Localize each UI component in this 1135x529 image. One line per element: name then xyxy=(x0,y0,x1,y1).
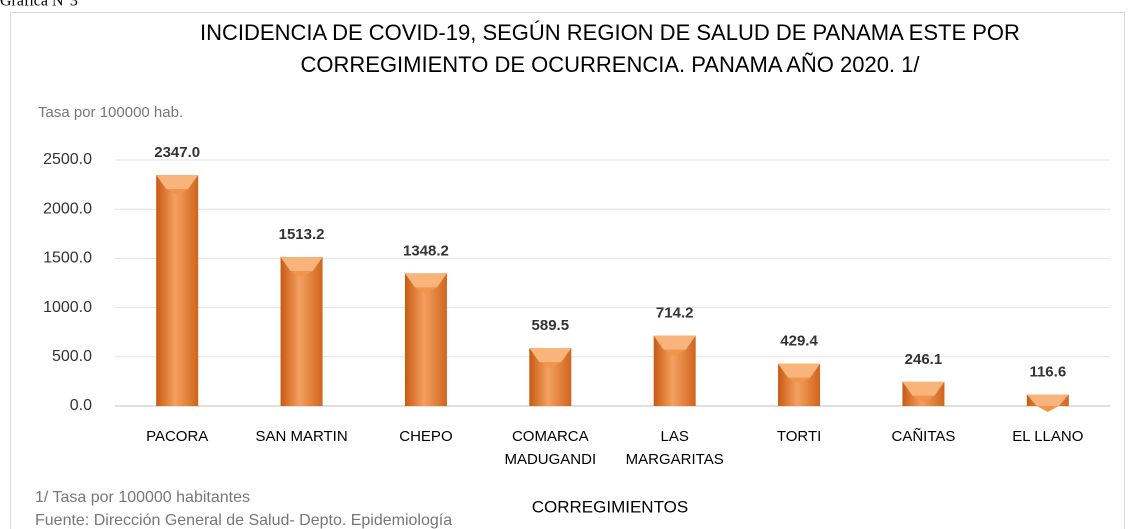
bar-cap xyxy=(404,273,447,288)
bar xyxy=(280,257,323,406)
bar-cap xyxy=(539,361,562,368)
y-tick-label: 2000.0 xyxy=(43,200,92,217)
value-label: 246.1 xyxy=(905,351,943,368)
x-tick-label: TORTI xyxy=(777,428,821,445)
bar-cap xyxy=(290,271,313,278)
bar-cap xyxy=(663,349,686,356)
chart-title: INCIDENCIA DE COVID-19, SEGÚN REGION DE … xyxy=(200,20,1020,45)
bar-cap xyxy=(1036,406,1059,412)
value-label: 589.5 xyxy=(532,317,570,334)
bar xyxy=(404,273,447,406)
y-tick-label: 500.0 xyxy=(52,348,92,365)
y-axis-label: Tasa por 100000 hab. xyxy=(38,104,183,121)
x-tick-label: CAÑITAS xyxy=(891,428,955,445)
value-label: 1513.2 xyxy=(279,226,325,243)
value-label: 429.4 xyxy=(780,333,818,350)
y-tick-label: 1000.0 xyxy=(43,299,92,316)
y-tick-label: 1500.0 xyxy=(43,250,92,267)
footnote: 1/ Tasa por 100000 habitantes xyxy=(35,489,250,506)
x-tick-label: LAS MARGARITAS xyxy=(626,428,724,468)
footnote: Fuente: Dirección General de Salud- Dept… xyxy=(35,512,452,529)
value-label: 2347.0 xyxy=(154,144,200,161)
bar-cap xyxy=(529,347,572,362)
value-label: 1348.2 xyxy=(403,242,449,259)
caption: Gráfica N°3 xyxy=(0,0,78,10)
bar-cap xyxy=(788,377,811,384)
x-tick-label: SAN MARTIN xyxy=(255,428,347,445)
bar-cap xyxy=(280,257,323,272)
y-tick-label: 0.0 xyxy=(70,397,92,414)
x-tick-label: EL LLANO xyxy=(1012,428,1083,445)
chart-title: CORREGIMIENTO DE OCURRENCIA. PANAMA AÑO … xyxy=(301,52,921,77)
x-tick-label: PACORA xyxy=(146,428,208,445)
value-label: 714.2 xyxy=(656,305,694,322)
bar-cap xyxy=(414,287,437,294)
bar-cap xyxy=(166,189,189,196)
x-axis-label: CORREGIMIENTOS xyxy=(532,497,688,516)
bar-cap xyxy=(902,381,945,396)
y-tick-label: 2500.0 xyxy=(43,151,92,168)
bar xyxy=(156,175,199,406)
x-tick-label: CHEPO xyxy=(399,428,452,445)
bar-cap xyxy=(778,363,821,378)
bar-cap xyxy=(653,335,696,350)
bar-cap xyxy=(912,395,935,402)
bar-cap xyxy=(1026,394,1069,406)
value-label: 116.6 xyxy=(1029,363,1066,380)
x-tick-label: COMARCA MADUGANDI xyxy=(504,428,596,468)
bar-cap xyxy=(156,175,199,190)
